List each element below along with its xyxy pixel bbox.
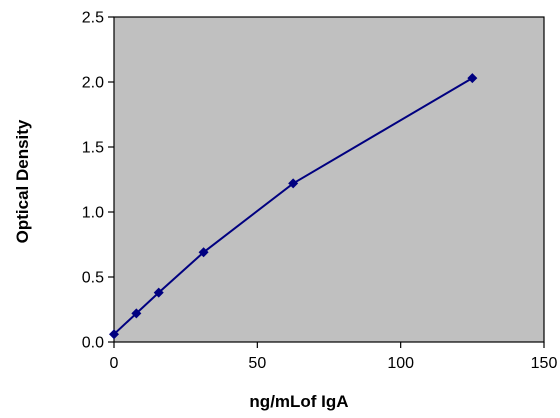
data-point (288, 178, 299, 189)
x-axis: 0 50 100 150 (110, 342, 558, 372)
data-point (198, 247, 209, 258)
y-tick-label: 1.5 (82, 140, 104, 157)
y-tick-label: 2.5 (82, 10, 104, 27)
x-tick-label: 100 (387, 355, 414, 372)
y-tick-label: 0.5 (82, 270, 104, 287)
data-point (153, 287, 164, 298)
y-tick-label: 1.0 (82, 205, 104, 222)
y-axis: 0.0 0.5 1.0 1.5 2.0 2.5 (82, 10, 114, 352)
data-point (467, 73, 478, 84)
x-axis-title: ng/mLof IgA (249, 392, 348, 411)
y-tick-label: 2.0 (82, 75, 104, 92)
x-tick-label: 0 (110, 355, 119, 372)
series-layer (109, 73, 478, 340)
x-tick-label: 50 (248, 355, 266, 372)
series-line (113, 77, 473, 335)
x-tick-label: 150 (531, 355, 558, 372)
y-axis-title: Optical Density (13, 119, 32, 243)
data-point (109, 329, 119, 340)
y-tick-label: 0.0 (82, 335, 104, 352)
data-point (131, 308, 142, 319)
plot-area (113, 16, 545, 343)
